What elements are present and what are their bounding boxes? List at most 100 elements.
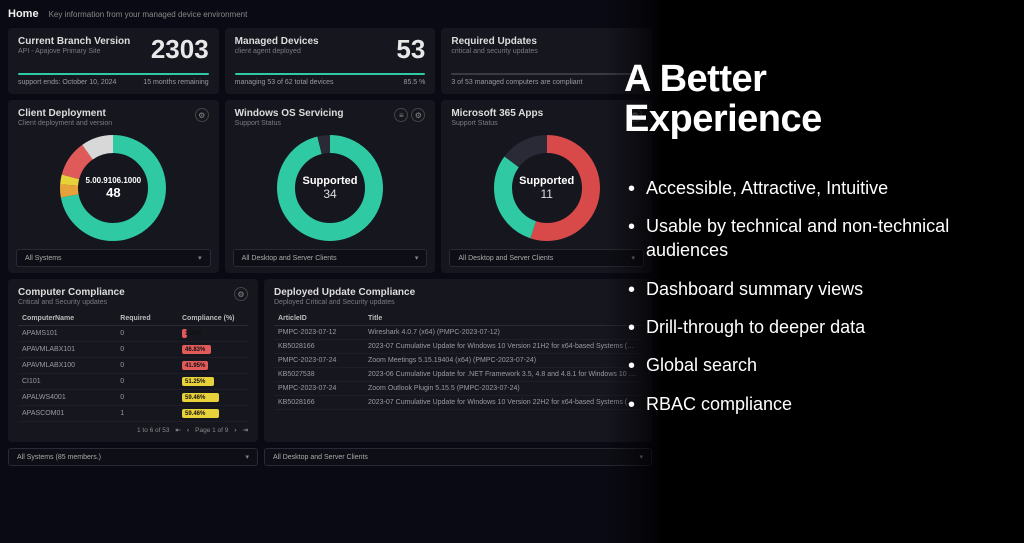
- m365-donut[interactable]: Supported 11: [492, 133, 602, 243]
- overlay-bullet: Drill-through to deeper data: [624, 315, 992, 339]
- pager-last-icon[interactable]: ⇥: [243, 426, 248, 434]
- client-select-label: All Systems: [25, 255, 62, 262]
- cell-article: KB5027538: [274, 368, 364, 382]
- table-row[interactable]: PMPC-2023-07-24Zoom Meetings 5.15.19404 …: [274, 354, 642, 368]
- client-deploy-card: Client Deployment Client deployment and …: [8, 100, 219, 273]
- cell-title: Wireshark 4.0.7 (x64) (PMPC-2023-07-12): [364, 326, 642, 340]
- dashboard-root: Home Key information from your managed d…: [0, 0, 660, 543]
- chevron-down-icon: ▾: [198, 254, 202, 262]
- windows-select[interactable]: All Desktop and Server Clients ▾: [233, 249, 428, 267]
- cell-req: 0: [116, 342, 178, 358]
- pager-summary: 1 to 6 of 53: [137, 427, 170, 434]
- cell-req: 0: [116, 326, 178, 342]
- table-row[interactable]: PMPC-2023-07-24Zoom Outlook Plugin 5.15.…: [274, 382, 642, 396]
- overlay-bullet: Global search: [624, 353, 992, 377]
- devices-value: 53: [396, 34, 425, 65]
- branch-bar: [18, 73, 209, 75]
- gear-icon[interactable]: ⚙: [411, 108, 425, 122]
- cell-pct: 46.83%: [178, 342, 248, 358]
- pager-page: Page 1 of 9: [195, 427, 228, 434]
- compliance-table: ComputerName Required Compliance (%) APA…: [18, 312, 248, 422]
- m365-center-label: Supported: [519, 175, 574, 187]
- marketing-overlay: A Better Experience Accessible, Attracti…: [604, 0, 1024, 543]
- client-sub: Client deployment and version: [18, 120, 112, 127]
- col-pct[interactable]: Compliance (%): [178, 312, 248, 326]
- col-required[interactable]: Required: [116, 312, 178, 326]
- cell-title: Zoom Meetings 5.15.19404 (x64) (PMPC-202…: [364, 354, 642, 368]
- col-title[interactable]: Title: [364, 312, 642, 326]
- deployed-title: Deployed Update Compliance: [274, 287, 642, 298]
- table-row[interactable]: APALWS4001 0 59.46%: [18, 390, 248, 406]
- gear-icon[interactable]: ⚙: [195, 108, 209, 122]
- bottom-select-right[interactable]: All Desktop and Server Clients ▾: [264, 448, 652, 466]
- windows-sub: Support Status: [235, 120, 344, 127]
- client-select[interactable]: All Systems ▾: [16, 249, 211, 267]
- cell-name: APAVMLABX100: [18, 358, 116, 374]
- page-header: Home Key information from your managed d…: [8, 6, 652, 22]
- devices-footer-right: 85.5 %: [404, 79, 426, 86]
- table-row[interactable]: APAVMLABX101 0 46.83%: [18, 342, 248, 358]
- chevron-down-icon: ▾: [245, 453, 249, 461]
- cell-req: 0: [116, 390, 178, 406]
- windows-donut[interactable]: Supported 34: [275, 133, 385, 243]
- cell-article: PMPC-2023-07-12: [274, 326, 364, 340]
- table-row[interactable]: CI101 0 51.25%: [18, 374, 248, 390]
- client-donut[interactable]: 5.00.9106.1000 48: [58, 133, 168, 243]
- m365-title: Microsoft 365 Apps: [451, 108, 543, 119]
- table-row[interactable]: KB50281662023-07 Cumulative Update for W…: [274, 396, 642, 410]
- cell-name: APASCOM01: [18, 406, 116, 422]
- table-row[interactable]: KB50275382023-06 Cumulative Update for .…: [274, 368, 642, 382]
- cell-title: 2023-07 Cumulative Update for Windows 10…: [364, 396, 642, 410]
- client-title: Client Deployment: [18, 108, 112, 119]
- windows-title: Windows OS Servicing: [235, 108, 344, 119]
- devices-footer-left: managing 53 of 62 total devices: [235, 79, 334, 86]
- tables-row: Computer Compliance Critical and Securit…: [8, 279, 652, 442]
- branch-footer-left: support ends: October 10, 2024: [18, 79, 116, 86]
- devices-bar: [235, 73, 426, 75]
- col-name[interactable]: ComputerName: [18, 312, 116, 326]
- updates-footer-left: 3 of 53 managed computers are compliant: [451, 79, 582, 86]
- cell-req: 0: [116, 358, 178, 374]
- table-row[interactable]: APAVMLABX100 0 41.95%: [18, 358, 248, 374]
- stats-row: Current Branch Version API - Apajove Pri…: [8, 28, 652, 94]
- overlay-bullet: Dashboard summary views: [624, 277, 992, 301]
- cell-pct: 51.25%: [178, 374, 248, 390]
- table-row[interactable]: PMPC-2023-07-12Wireshark 4.0.7 (x64) (PM…: [274, 326, 642, 340]
- compliance-pager: 1 to 6 of 53 ⇤ ‹ Page 1 of 9 › ⇥: [18, 426, 248, 434]
- m365-center-value: 11: [540, 187, 552, 201]
- pager-next-icon[interactable]: ›: [234, 427, 236, 434]
- overlay-heading: A Better Experience: [624, 60, 992, 140]
- table-row[interactable]: APASCOM01 1 59.46%: [18, 406, 248, 422]
- cell-article: PMPC-2023-07-24: [274, 354, 364, 368]
- cell-title: 2023-07 Cumulative Update for Windows 10…: [364, 340, 642, 354]
- compliance-title: Computer Compliance: [18, 287, 125, 298]
- client-center-label: 5.00.9106.1000: [86, 176, 142, 185]
- cell-name: APAVMLABX101: [18, 342, 116, 358]
- table-row[interactable]: APAMS101 0 1.35%: [18, 326, 248, 342]
- cell-req: 1: [116, 406, 178, 422]
- cell-name: CI101: [18, 374, 116, 390]
- windows-select-label: All Desktop and Server Clients: [242, 255, 337, 262]
- windows-center-label: Supported: [303, 175, 358, 187]
- cell-req: 0: [116, 374, 178, 390]
- overlay-bullet: Usable by technical and non-technical au…: [624, 214, 992, 263]
- cell-pct: 41.95%: [178, 358, 248, 374]
- deployed-table: ArticleID Title PMPC-2023-07-12Wireshark…: [274, 312, 642, 410]
- overlay-bullets: Accessible, Attractive, IntuitiveUsable …: [624, 176, 992, 416]
- compliance-card: Computer Compliance Critical and Securit…: [8, 279, 258, 442]
- cell-pct: 59.46%: [178, 390, 248, 406]
- cell-title: 2023-06 Cumulative Update for .NET Frame…: [364, 368, 642, 382]
- col-article[interactable]: ArticleID: [274, 312, 364, 326]
- table-row[interactable]: KB50281662023-07 Cumulative Update for W…: [274, 340, 642, 354]
- cell-article: KB5028166: [274, 396, 364, 410]
- pager-first-icon[interactable]: ⇤: [176, 426, 181, 434]
- bottom-select-left-label: All Systems (85 members.): [17, 454, 101, 461]
- gear-icon[interactable]: ⚙: [234, 287, 248, 301]
- list-icon[interactable]: ≡: [394, 108, 408, 122]
- bottom-select-left[interactable]: All Systems (85 members.) ▾: [8, 448, 258, 466]
- pager-prev-icon[interactable]: ‹: [187, 427, 189, 434]
- deployed-sub: Deployed Critical and Security updates: [274, 299, 642, 306]
- bottom-select-right-label: All Desktop and Server Clients: [273, 454, 368, 461]
- overlay-bullet: RBAC compliance: [624, 392, 992, 416]
- page-subtitle: Key information from your managed device…: [49, 10, 248, 19]
